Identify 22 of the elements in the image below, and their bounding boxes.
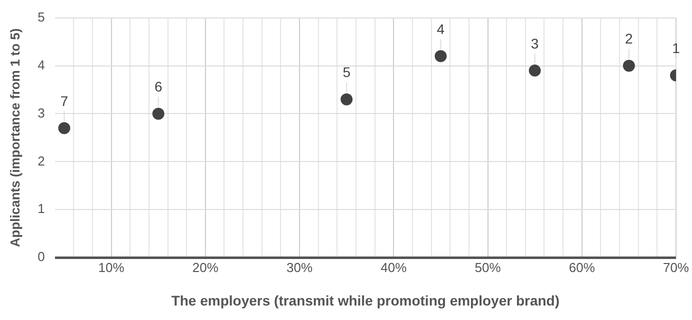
x-tick-label: 20% bbox=[192, 260, 219, 275]
y-tick-label: 4 bbox=[38, 57, 45, 72]
y-tick-label: 3 bbox=[38, 105, 45, 120]
x-tick-label: 70% bbox=[662, 260, 690, 275]
annotation: 5 bbox=[342, 64, 351, 80]
x-tick-label: 10% bbox=[98, 260, 125, 275]
y-tick-label: 0 bbox=[38, 249, 45, 264]
x-tick-label: 50% bbox=[474, 260, 502, 275]
annotation: 7 bbox=[60, 92, 68, 109]
annotation: 3 bbox=[530, 35, 539, 52]
annotation: 2 bbox=[625, 30, 634, 47]
y-tick-label: 5 bbox=[38, 9, 45, 24]
x-tick-label: 60% bbox=[568, 260, 596, 275]
y-axis-title: Applicants (importance from 1 to 5) bbox=[7, 28, 22, 248]
annotation: 1 bbox=[672, 40, 680, 56]
x-axis-title: The employers (transmit while promoting employer brand) bbox=[171, 292, 560, 308]
y-tick-label: 1 bbox=[38, 201, 45, 216]
x-tick-label: 40% bbox=[380, 260, 408, 275]
x-tick-label: 30% bbox=[286, 260, 313, 275]
annotation: 4 bbox=[436, 21, 445, 38]
annotation: 6 bbox=[154, 78, 162, 95]
y-tick-label: 2 bbox=[38, 153, 45, 168]
